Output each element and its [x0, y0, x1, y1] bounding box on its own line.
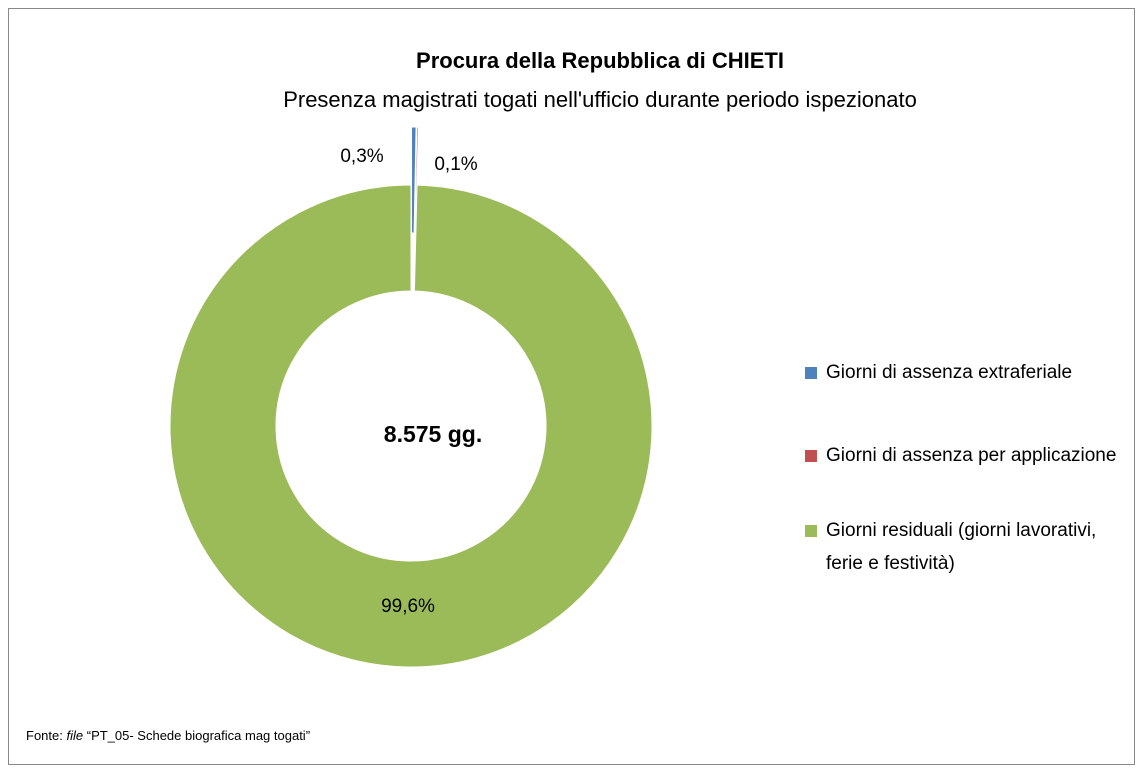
slice	[169, 184, 653, 668]
legend-swatch	[805, 450, 817, 462]
legend-label: Giorni di assenza per applicazione	[826, 445, 1117, 466]
chart-subtitle: Presenza magistrati togati nell'ufficio …	[283, 87, 917, 112]
source-prefix: Fonte:	[26, 728, 63, 743]
data-label: 0,3%	[340, 146, 383, 167]
source-emphasis: file	[66, 728, 84, 743]
source: Fonte: file “PT_05- Schede biografica ma…	[26, 728, 310, 743]
center-label: 8.575 gg.	[384, 421, 482, 447]
data-label: 0,1%	[434, 154, 477, 175]
data-label: 99,6%	[381, 596, 435, 617]
legend-swatch	[805, 367, 817, 379]
source-text: “PT_05- Schede biografica mag togati”	[86, 728, 311, 743]
legend-label: Giorni residuali (giorni lavorativi, fer…	[826, 520, 1097, 574]
legend-label: Giorni di assenza extraferiale	[826, 362, 1073, 383]
slice	[411, 126, 417, 234]
chart-title: Procura della Repubblica di CHIETI	[416, 48, 784, 73]
legend-swatch	[805, 525, 817, 537]
